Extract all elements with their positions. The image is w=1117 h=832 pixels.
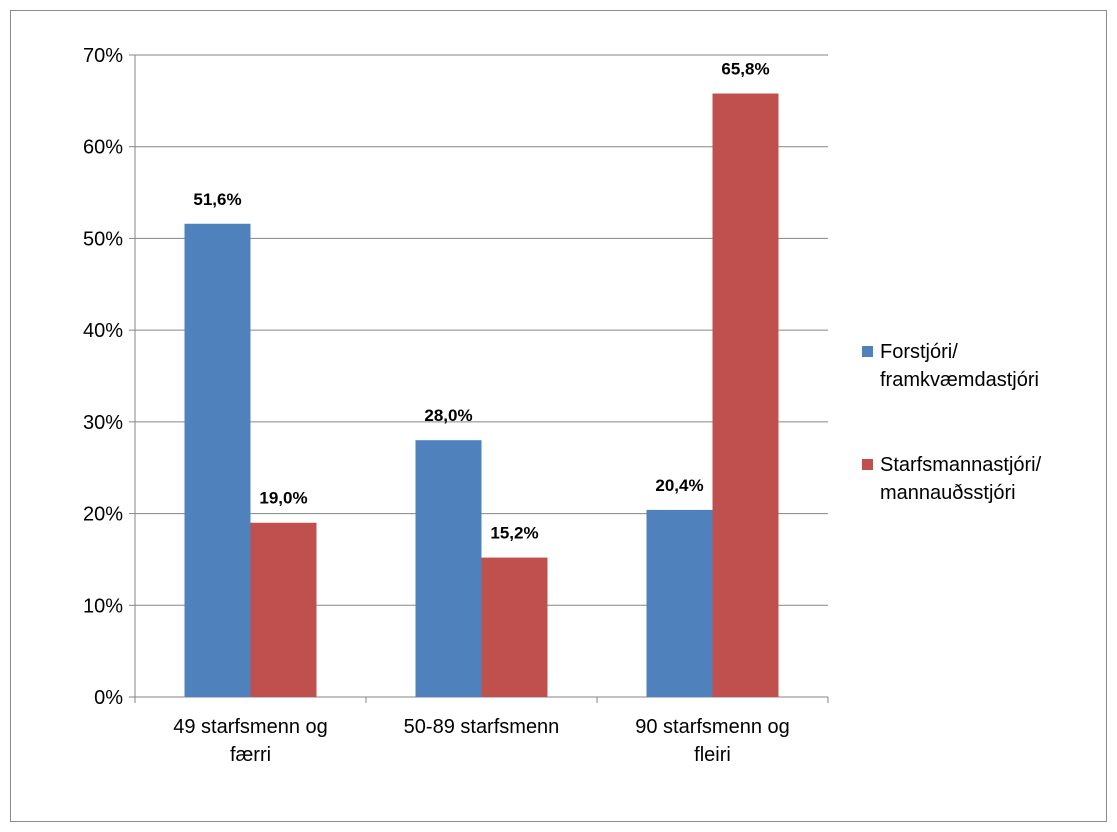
legend-swatch (862, 459, 873, 470)
x-category-label: færri (230, 744, 271, 766)
y-tick-label: 20% (83, 504, 123, 526)
data-label: 65,8% (721, 60, 769, 79)
bar-forstjori (184, 223, 251, 698)
data-label: 19,0% (259, 489, 307, 508)
legend-label: framkvæmdastjóri (880, 369, 1039, 391)
y-tick-label: 50% (83, 228, 123, 250)
y-tick-label: 40% (83, 320, 123, 342)
x-category-label: 90 starfsmenn og (635, 716, 790, 738)
legend-label: Forstjóri/ (880, 341, 958, 363)
y-tick-label: 60% (83, 137, 123, 159)
data-label: 20,4% (655, 476, 703, 495)
bar-starfsmannastjori (250, 522, 317, 697)
y-tick-label: 0% (94, 687, 123, 709)
x-category-label: 49 starfsmenn og (173, 716, 328, 738)
legend-label: mannauðsstjóri (880, 482, 1016, 504)
bar-starfsmannastjori (712, 93, 779, 697)
data-label: 51,6% (193, 190, 241, 209)
bar-starfsmannastjori (481, 557, 548, 697)
x-category-label: 50-89 starfsmenn (404, 716, 560, 738)
y-tick-label: 70% (83, 45, 123, 67)
legend-swatch (862, 346, 873, 357)
y-tick-label: 30% (83, 412, 123, 434)
x-category-label: fleiri (694, 744, 731, 766)
legend-label: Starfsmannastjóri/ (880, 454, 1042, 476)
y-tick-label: 10% (83, 595, 123, 617)
data-label: 28,0% (424, 406, 472, 425)
bar-forstjori (415, 440, 482, 697)
bar-forstjori (646, 509, 713, 697)
data-label: 15,2% (490, 524, 538, 543)
